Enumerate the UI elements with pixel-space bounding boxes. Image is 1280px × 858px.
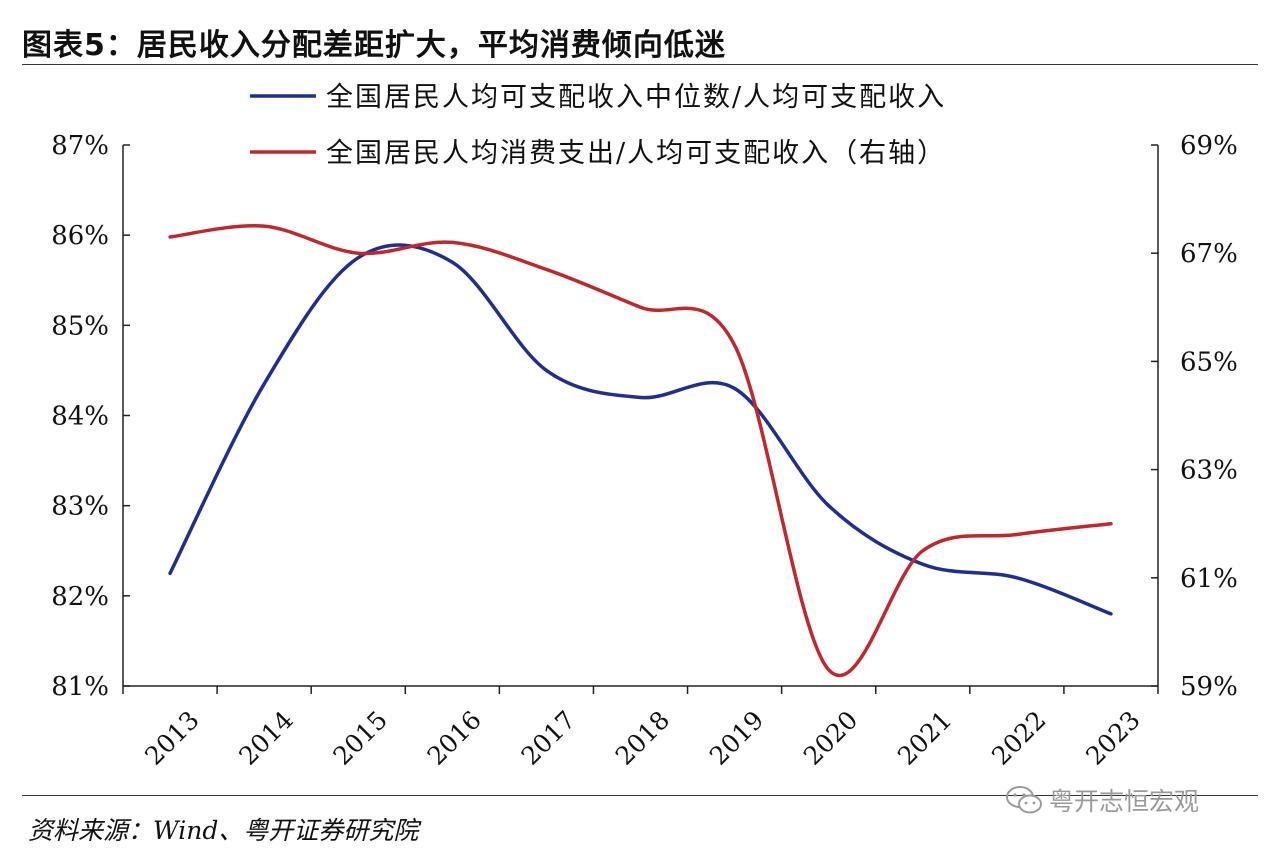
legend-label-1: 全国居民人均可支配收入中位数/人均可支配收入: [326, 82, 946, 113]
left-tick-label: 87%: [51, 131, 109, 161]
x-tick-label: 2014: [233, 705, 298, 770]
legend-label-2: 全国居民人均消费支出/人均可支配收入（右轴）: [326, 138, 946, 169]
x-tick-label: 2023: [1080, 705, 1145, 770]
x-tick-label: 2018: [610, 705, 675, 770]
legend-group: 全国居民人均可支配收入中位数/人均可支配收入全国居民人均消费支出/人均可支配收入…: [250, 82, 946, 169]
bottom-rule: [22, 795, 1258, 796]
x-tick-label: 2021: [892, 705, 957, 770]
right-tick-label: 63%: [1180, 456, 1238, 486]
x-tick-label: 2016: [422, 705, 487, 770]
wechat-icon: [1006, 786, 1042, 814]
series-line-1: [168, 243, 1113, 616]
left-tick-label: 81%: [51, 672, 109, 702]
source-note: 资料来源：Wind、粤开证券研究院: [28, 816, 419, 845]
right-tick-label: 61%: [1180, 564, 1238, 594]
x-tick-label: 2019: [704, 705, 769, 770]
left-tick-label: 86%: [51, 221, 109, 251]
watermark: 粤开志恒宏观: [1005, 782, 1199, 818]
right-tick-label: 67%: [1180, 239, 1238, 269]
x-tick-label: 2022: [986, 705, 1051, 770]
series-line-2: [168, 223, 1113, 678]
series-lines-group: [168, 223, 1113, 678]
chart-title: 图表5：居民收入分配差距扩大，平均消费倾向低迷: [22, 28, 726, 63]
right-tick-label: 69%: [1180, 131, 1238, 161]
right-tick-label: 65%: [1180, 347, 1238, 377]
left-tick-label: 84%: [51, 402, 109, 432]
watermark-text: 粤开志恒宏观: [1049, 787, 1200, 816]
x-tick-label: 2020: [798, 705, 863, 770]
left-tick-label: 82%: [51, 582, 109, 612]
left-tick-label: 83%: [51, 492, 109, 522]
right-tick-label: 59%: [1180, 672, 1238, 702]
x-tick-label: 2015: [327, 705, 392, 770]
dual-axis-line-chart: 87% 86% 85% 84% 83% 82% 81% 69% 67% 65% 63% 61% 59% 2…: [51, 82, 1238, 771]
x-tick-label: 2017: [516, 705, 581, 770]
left-tick-label: 85%: [51, 311, 109, 341]
top-rule: [22, 64, 1258, 65]
x-tick-label: 2013: [139, 705, 204, 770]
